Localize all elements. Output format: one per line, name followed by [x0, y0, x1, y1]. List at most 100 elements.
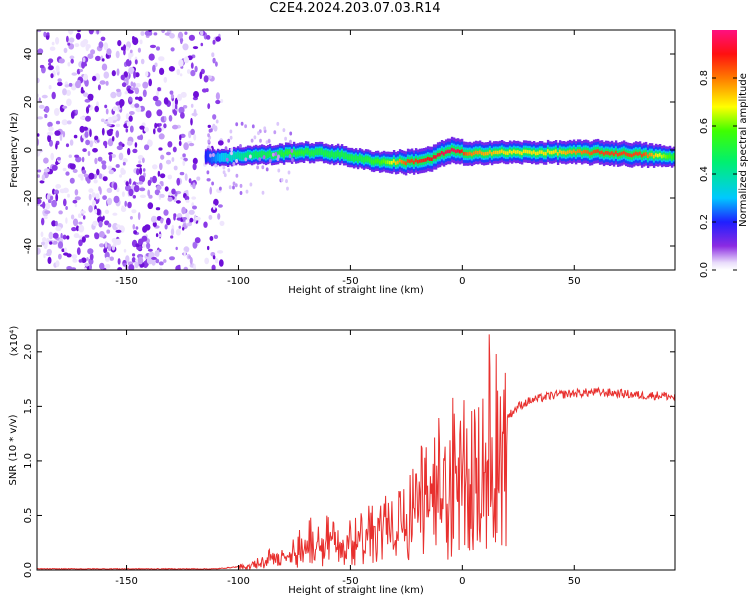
noise-dot: [165, 159, 172, 165]
noise-dot: [48, 62, 52, 66]
ridge-cell: [416, 160, 420, 164]
noise-dot: [108, 154, 113, 162]
noise-dot: [244, 124, 248, 129]
noise-dot: [75, 156, 82, 163]
noise-dot: [85, 106, 90, 114]
noise-dot: [99, 231, 105, 238]
ridge-cell: [462, 151, 466, 156]
noise-dot: [190, 128, 195, 135]
ridge-cell: [570, 150, 574, 155]
ridge-cell: [304, 149, 308, 153]
ridge-cell: [410, 158, 414, 163]
noise-dot: [68, 82, 73, 87]
spectrogram-y-axis: -40 -20 0 20 40: [23, 48, 675, 254]
snr-y-label: SNR (10 * v/v): [8, 414, 19, 485]
noise-dot: [108, 169, 115, 175]
noise-dot: [37, 247, 41, 255]
ridge-cell: [452, 148, 456, 153]
ridge-cell: [420, 159, 424, 163]
ridge-cell: [596, 149, 600, 153]
noise-dot: [147, 248, 153, 252]
noise-dot: [213, 234, 219, 239]
noise-dot: [156, 109, 163, 117]
noise-dot: [144, 30, 151, 36]
spectrogram-x-tick-label: 0: [459, 276, 465, 287]
noise-dot: [230, 147, 234, 152]
ridge-cell: [546, 149, 550, 153]
noise-dot: [192, 242, 198, 249]
noise-dot: [132, 37, 139, 46]
snr-x-tick-label: -100: [227, 576, 250, 587]
ridge-cell: [354, 156, 358, 160]
noise-dot: [141, 235, 148, 242]
noise-dot: [159, 267, 163, 270]
ridge-cell: [446, 149, 450, 154]
noise-dot: [147, 139, 153, 147]
noise-dot: [101, 163, 107, 170]
ridge-cell: [526, 150, 530, 154]
ridge-cell: [656, 153, 660, 158]
noise-dot: [74, 43, 80, 48]
noise-dot: [182, 43, 189, 51]
noise-dot: [91, 192, 96, 198]
ridge-cell: [486, 151, 490, 156]
noise-dot: [69, 163, 76, 170]
noise-dot: [158, 233, 162, 238]
ridge-cell: [434, 155, 438, 159]
ridge-cell: [252, 153, 256, 157]
ridge-cell: [454, 149, 458, 154]
noise-dot: [176, 68, 181, 76]
colorbar: 0.0 0.2 0.4 0.6 0.8 Normalized spectral ampl…: [699, 30, 749, 278]
noise-dot: [206, 178, 211, 182]
noise-dot: [47, 256, 52, 264]
noise-dot: [190, 69, 196, 77]
noise-dot: [133, 230, 138, 235]
noise-dot: [218, 259, 224, 267]
ridge-cell: [408, 159, 412, 164]
noise-dot: [178, 225, 182, 229]
ridge-cell: [370, 160, 374, 164]
ridge-cell: [348, 155, 352, 160]
ridge-cell: [588, 151, 592, 156]
noise-dot: [43, 253, 46, 259]
noise-dot: [182, 160, 186, 167]
noise-dot: [142, 81, 149, 89]
noise-dot: [232, 181, 236, 186]
ridge-cell: [214, 156, 218, 161]
noise-dot: [192, 157, 198, 165]
noise-dot: [137, 154, 144, 161]
noise-dot: [212, 123, 216, 128]
noise-dot: [135, 226, 139, 230]
noise-dot: [179, 171, 185, 176]
ridge-cell: [258, 152, 262, 157]
ridge-cell: [552, 150, 556, 154]
noise-dot: [207, 245, 210, 251]
noise-dot: [54, 108, 60, 116]
snr-x-tick-label: 50: [568, 576, 581, 587]
noise-dot: [157, 170, 161, 177]
ridge-cell: [218, 156, 222, 160]
ridge-cell: [282, 153, 286, 157]
noise-dot: [155, 258, 160, 264]
noise-dot: [78, 213, 82, 218]
noise-dot: [170, 94, 175, 99]
colorbar-tick-label: 0.6: [699, 118, 710, 134]
noise-dot: [43, 157, 49, 164]
noise-dot: [62, 234, 67, 240]
noise-dot: [49, 46, 56, 51]
noise-dot: [116, 68, 120, 76]
ridge-cell: [302, 151, 306, 155]
noise-dot: [78, 221, 83, 225]
ridge-cell: [644, 152, 648, 156]
noise-dot: [200, 30, 204, 36]
ridge-cell: [326, 152, 330, 156]
noise-dot: [116, 145, 123, 151]
noise-dot: [98, 220, 103, 228]
noise-dot: [96, 30, 100, 35]
noise-dot: [106, 187, 113, 193]
noise-dot: [179, 134, 182, 141]
ridge-cell: [590, 151, 594, 155]
noise-dot: [188, 142, 195, 147]
noise-dot: [185, 223, 192, 227]
noise-dot: [169, 90, 174, 95]
